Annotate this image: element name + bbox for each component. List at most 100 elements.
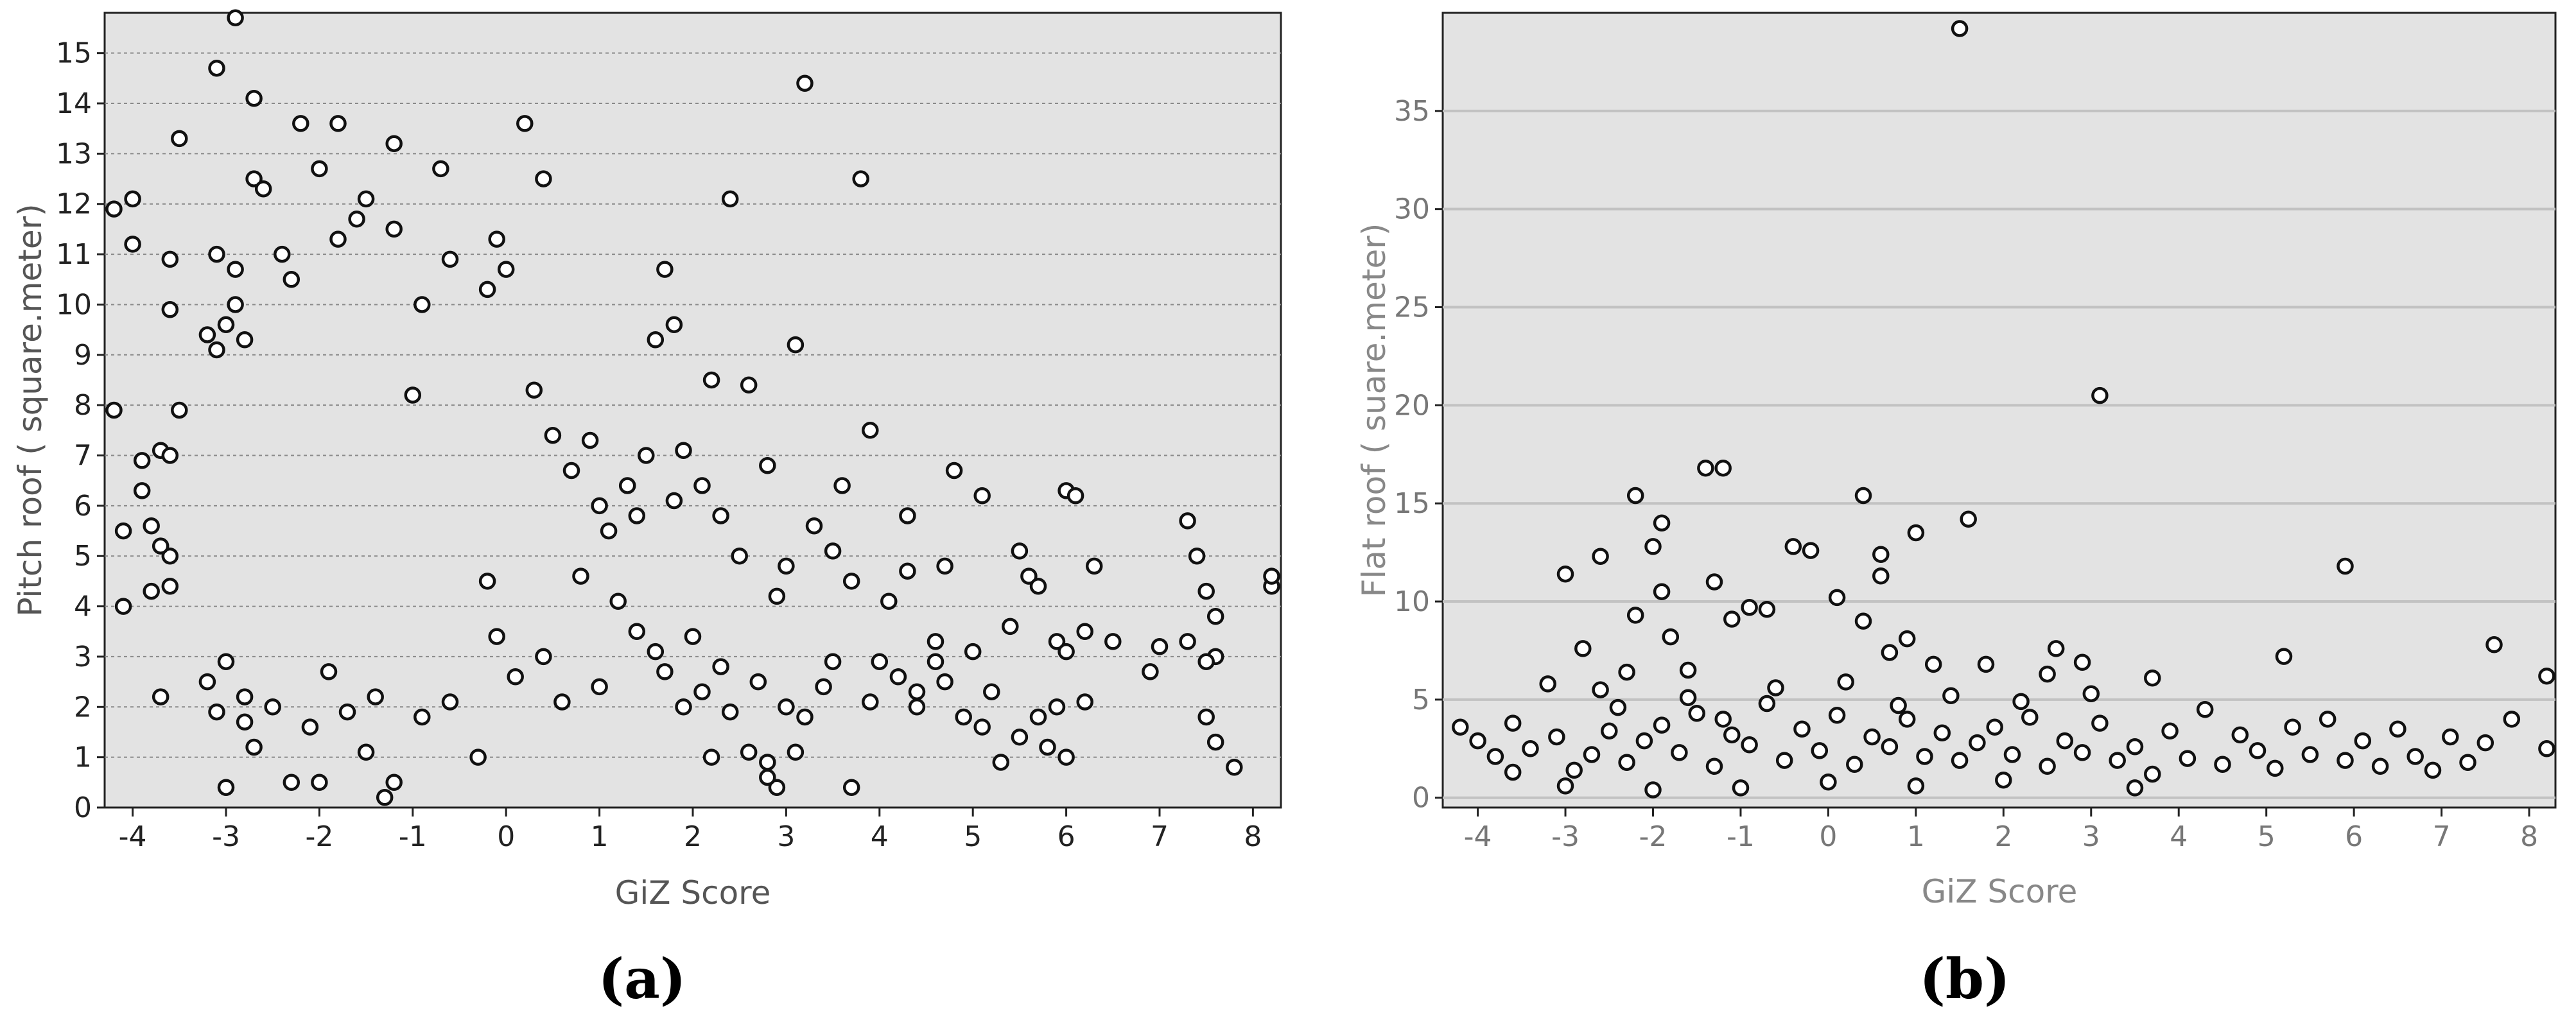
data-point: [1504, 714, 1522, 732]
data-point: [227, 296, 244, 313]
data-point: [702, 748, 720, 766]
x-tick-label: -2: [305, 820, 333, 853]
data-point: [1226, 759, 1243, 776]
x-axis-b: -4 -3 -2 -1 0 1 2 3 4 5 6 7 8: [1464, 808, 2538, 853]
x-tick-label: 7: [2433, 820, 2451, 853]
data-point: [1828, 589, 1846, 607]
data-point: [2082, 685, 2100, 702]
data-point: [964, 643, 982, 661]
x-tick-label: 6: [1057, 820, 1075, 853]
data-point: [2144, 670, 2161, 687]
data-point: [973, 718, 991, 736]
data-point: [1609, 698, 1627, 716]
data-point: [2021, 709, 2039, 726]
data-point: [292, 115, 309, 132]
data-point: [2337, 752, 2354, 769]
data-point: [1592, 681, 1609, 698]
data-point: [105, 200, 123, 218]
x-tick-label: 8: [2520, 820, 2538, 853]
data-point: [1452, 718, 1469, 736]
data-point: [1784, 538, 1802, 555]
data-point: [245, 89, 263, 107]
data-point: [1679, 689, 1697, 707]
data-point: [2231, 726, 2249, 744]
data-point: [2003, 746, 2021, 763]
data-point: [124, 190, 141, 208]
panel-label-b: (b): [1919, 947, 2010, 1012]
data-point: [525, 381, 543, 399]
data-point: [1048, 633, 1066, 650]
data-point: [2476, 734, 2494, 752]
data-point: [1679, 661, 1697, 679]
data-point: [1881, 644, 1899, 661]
data-point: [787, 743, 805, 761]
data-point: [1644, 781, 1662, 799]
panel-label-a: (a): [598, 947, 686, 1012]
x-axis-title-b: GiZ Score: [1922, 873, 2078, 910]
data-point: [385, 220, 403, 238]
data-point: [329, 115, 347, 132]
data-point: [2214, 756, 2231, 774]
data-point: [208, 245, 225, 263]
data-point: [1188, 547, 1206, 565]
data-point: [1653, 583, 1671, 601]
data-point: [301, 718, 319, 736]
data-point: [2538, 667, 2555, 685]
data-point: [2196, 700, 2214, 718]
y-tick-label: 0: [74, 791, 92, 824]
data-point: [236, 713, 254, 731]
x-tick-label: 1: [591, 820, 609, 853]
data-point: [665, 492, 683, 510]
data-point: [1197, 708, 1215, 726]
data-point: [2371, 757, 2389, 775]
data-point: [1714, 711, 1732, 728]
data-point: [908, 698, 926, 716]
data-point: [2126, 738, 2144, 756]
data-point: [805, 517, 823, 535]
data-point: [1066, 487, 1084, 505]
data-point: [665, 316, 683, 334]
data-point: [1020, 567, 1038, 585]
data-point: [1048, 698, 1066, 716]
points-a: [105, 9, 1280, 806]
data-point: [2284, 718, 2301, 736]
data-point: [2091, 714, 2109, 732]
data-point: [1933, 724, 1951, 742]
data-point: [1723, 610, 1741, 628]
data-point: [1898, 711, 1916, 728]
data-point: [721, 190, 739, 208]
data-point: [217, 653, 235, 671]
data-point: [1697, 459, 1714, 477]
data-point: [143, 517, 160, 535]
data-point: [254, 180, 272, 198]
data-point: [198, 673, 216, 691]
data-point: [927, 633, 944, 650]
data-point: [992, 754, 1010, 771]
data-point: [274, 245, 291, 263]
data-point: [2091, 386, 2109, 404]
data-point: [768, 587, 786, 605]
y-tick-label: 25: [1394, 291, 1430, 324]
data-point: [1029, 577, 1047, 595]
data-point: [2459, 754, 2476, 771]
x-tick-label: 5: [2258, 820, 2276, 853]
data-point: [1179, 633, 1196, 650]
x-tick-label: -3: [212, 820, 240, 853]
x-tick-label: 3: [777, 820, 795, 853]
data-point: [749, 673, 767, 691]
data-point: [1085, 557, 1103, 575]
data-point: [842, 573, 860, 590]
data-point: [1802, 542, 1820, 559]
data-point: [1618, 663, 1635, 681]
data-point: [311, 160, 328, 178]
x-tick-label: 8: [1244, 820, 1262, 853]
data-point: [1863, 728, 1881, 746]
x-tick-label: 4: [2170, 820, 2188, 853]
data-point: [478, 573, 496, 590]
data-point: [367, 688, 384, 705]
x-tick-label: 0: [497, 820, 515, 853]
data-point: [899, 562, 916, 580]
data-point: [133, 452, 151, 469]
data-point: [1653, 716, 1671, 734]
